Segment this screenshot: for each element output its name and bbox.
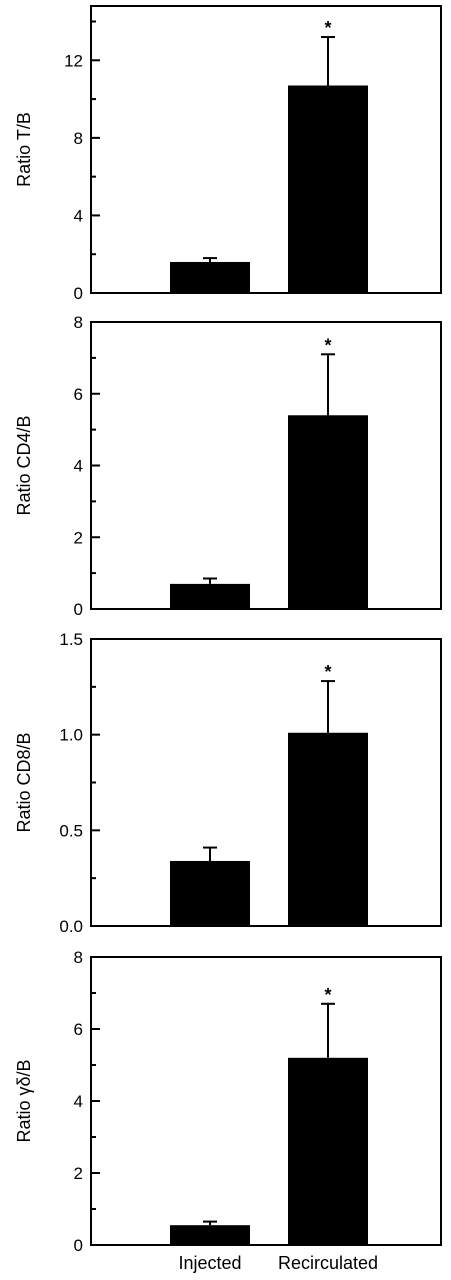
bar-injected (170, 261, 250, 293)
bar-recirculated (288, 1057, 368, 1245)
y-axis-label: Ratio CD8/B (14, 732, 34, 832)
significance-asterisk: * (324, 662, 331, 682)
y-tick-label: 2 (74, 528, 83, 547)
chart-panel-4: 0 2 4 6 8 Ratio γδ/B * Injected Recirculated (14, 948, 442, 1273)
y-tick-label: 12 (64, 51, 83, 70)
y-tick-label: 4 (74, 1092, 83, 1111)
y-axis-label: Ratio T/B (14, 112, 34, 187)
plot-frame (90, 956, 442, 1246)
plot-frame (90, 5, 442, 294)
y-tick-label: 8 (74, 129, 83, 148)
y-tick-label: 1.0 (59, 726, 83, 745)
x-category-label-injected: Injected (178, 1253, 241, 1273)
chart-panel-1: 0 4 8 12 Ratio T/B * (14, 5, 442, 303)
y-axis-label: Ratio γδ/B (14, 1059, 34, 1142)
y-tick-label: 4 (74, 457, 83, 476)
y-tick-label: 6 (74, 1020, 83, 1039)
y-tick-label: 0 (74, 600, 83, 619)
significance-asterisk: * (324, 335, 331, 355)
x-category-label-recirculated: Recirculated (278, 1253, 378, 1273)
bar-injected (170, 860, 250, 926)
bar-injected (170, 1225, 250, 1245)
significance-asterisk: * (324, 18, 331, 38)
y-tick-label: 0.5 (59, 821, 83, 840)
plot-frame (90, 321, 442, 610)
bar-recirculated (288, 85, 368, 293)
y-tick-label: 0 (74, 1236, 83, 1255)
significance-asterisk: * (324, 985, 331, 1005)
y-axis-label: Ratio CD4/B (14, 415, 34, 515)
y-tick-label: 0.0 (59, 917, 83, 936)
y-tick-label: 0 (74, 284, 83, 303)
bar-injected (170, 583, 250, 609)
y-tick-label: 8 (74, 313, 83, 332)
y-tick-label: 2 (74, 1164, 83, 1183)
y-tick-label: 1.5 (59, 630, 83, 649)
plot-frame (90, 638, 442, 927)
chart-panel-2: 0 2 4 6 8 Ratio CD4/B * (14, 313, 442, 619)
y-tick-label: 8 (74, 948, 83, 967)
bar-recirculated (288, 415, 368, 609)
chart-panel-3: 0.0 0.5 1.0 1.5 Ratio CD8/B * (14, 630, 442, 936)
y-tick-label: 6 (74, 385, 83, 404)
y-tick-label: 4 (74, 206, 83, 225)
bar-recirculated (288, 732, 368, 926)
